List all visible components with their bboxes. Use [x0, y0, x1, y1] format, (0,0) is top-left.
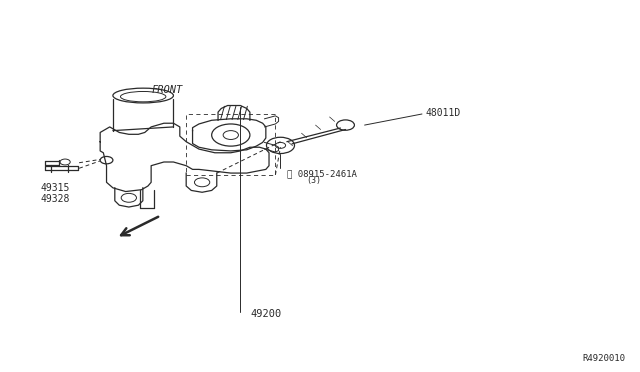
- Text: 49200: 49200: [250, 309, 282, 319]
- Text: R4920010: R4920010: [583, 354, 626, 363]
- Text: 49315: 49315: [41, 183, 70, 193]
- Text: ⓦ 08915-2461A: ⓦ 08915-2461A: [287, 169, 356, 179]
- Text: (3): (3): [306, 176, 321, 185]
- Text: 49328: 49328: [41, 194, 70, 204]
- Text: FRONT: FRONT: [151, 85, 182, 95]
- Text: 48011D: 48011D: [425, 108, 460, 118]
